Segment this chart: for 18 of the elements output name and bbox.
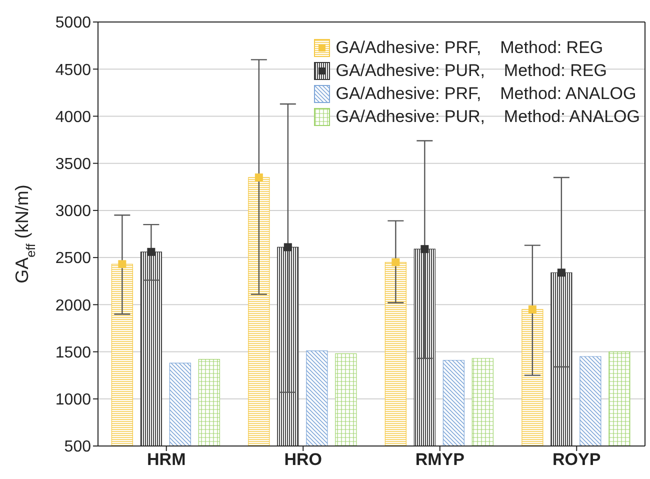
x-tick-label: RMYP — [415, 450, 464, 470]
legend-label: GA/Adhesive: PUR, Method: ANALOG — [336, 106, 640, 126]
legend-label: GA/Adhesive: PRF, Method: REG — [336, 38, 604, 58]
x-tick-label: ROYP — [552, 450, 601, 470]
y-tick-label: 1000 — [55, 392, 92, 409]
y-tick-label: 1500 — [55, 344, 92, 362]
legend-label: GA/Adhesive: PUR, Method: REG — [336, 60, 607, 80]
legend-label: GA/Adhesive: PRF, Method: ANALOG — [336, 84, 636, 104]
y-tick-label: 4000 — [55, 108, 92, 126]
y-tick-label: 4500 — [55, 62, 92, 79]
y-tick-label: 2000 — [55, 297, 92, 314]
y-tick-label: 500 — [64, 438, 92, 456]
y-tick-label: 3500 — [55, 156, 92, 174]
y-tick-label: 2500 — [55, 250, 92, 268]
y-tick-label: 3000 — [55, 203, 92, 220]
y-tick-label: 5000 — [55, 14, 92, 32]
x-tick-label: HRM — [147, 450, 186, 470]
x-tick-label: HRO — [284, 450, 322, 470]
